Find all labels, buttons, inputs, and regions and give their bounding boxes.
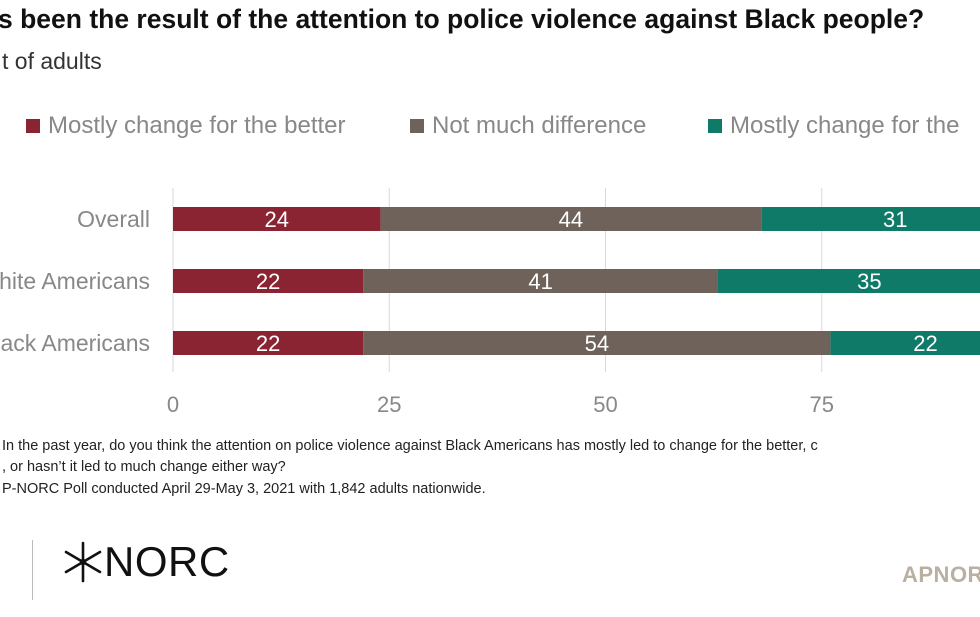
data-label: 41	[528, 269, 552, 294]
legend-label-better: Mostly change for the better	[48, 112, 346, 139]
bar-better	[173, 207, 381, 231]
legend-item-worse: Mostly change for the	[708, 111, 959, 141]
data-label: 24	[265, 207, 289, 232]
footer-brand: APNOR	[902, 562, 980, 587]
question-note-line-1: In the past year, do you think the atten…	[2, 438, 818, 454]
bar-no-difference	[363, 331, 831, 355]
x-tick-label: 75	[810, 392, 834, 417]
data-label: 22	[256, 331, 280, 356]
legend-swatch-better	[26, 119, 40, 133]
norc-star-icon	[64, 541, 102, 583]
data-label: 22	[913, 331, 937, 356]
bar-no-difference	[363, 269, 718, 293]
category-label: ack Americans	[0, 330, 150, 356]
legend-item-better: Mostly change for the better	[26, 111, 346, 141]
data-label: 54	[585, 331, 609, 356]
logo-divider	[32, 540, 33, 600]
data-label: 31	[883, 207, 907, 232]
bar-worse	[717, 269, 980, 293]
legend-label-no-difference: Not much difference	[432, 112, 647, 139]
chart-title: s been the result of the attention to po…	[0, 4, 925, 34]
chart-subtitle: t of adults	[2, 48, 102, 74]
bar-worse	[761, 207, 980, 231]
data-label: 22	[256, 269, 280, 294]
bar-better	[173, 331, 364, 355]
data-label: 35	[857, 269, 881, 294]
legend-item-no-difference: Not much difference	[410, 111, 646, 141]
x-tick-label: 50	[593, 392, 617, 417]
norc-logo: NORC	[62, 538, 230, 586]
category-label: Overall	[77, 206, 150, 232]
x-tick-label: 25	[377, 392, 401, 417]
legend-swatch-worse	[708, 119, 722, 133]
stacked-bar-chart: 0 25 50 75 Overall 24 44 31 hite Americans 22 41 35…	[0, 188, 980, 417]
bar-better	[173, 269, 364, 293]
source-note: P-NORC Poll conducted April 29-May 3, 20…	[2, 481, 486, 497]
legend-swatch-no-difference	[410, 119, 424, 133]
bar-no-difference	[380, 207, 762, 231]
bar-worse	[830, 331, 980, 355]
norc-logo-text: NORC	[104, 538, 230, 585]
question-note-line-2: , or hasn’t it led to much change either…	[2, 459, 286, 475]
data-label: 44	[559, 207, 583, 232]
x-tick-label: 0	[167, 392, 179, 417]
legend-label-worse: Mostly change for the	[730, 112, 960, 139]
category-label: hite Americans	[0, 268, 150, 294]
